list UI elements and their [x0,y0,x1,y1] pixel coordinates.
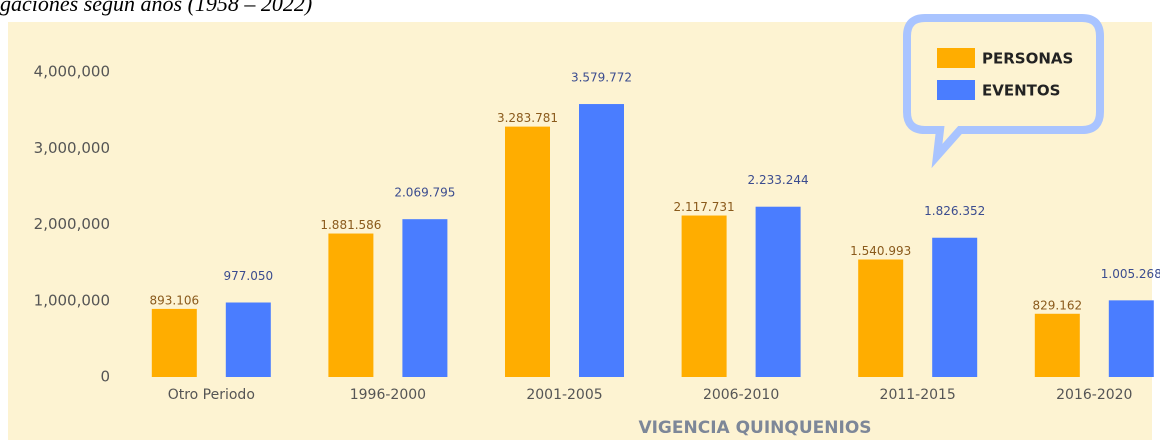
y-tick-label: 2,000,000 [34,215,110,233]
value-label: 2.117.731 [674,200,735,214]
bar [505,126,550,378]
bar [858,259,904,377]
legend-swatch [937,48,975,68]
bar [755,206,801,377]
value-label: 1.881.586 [320,218,381,232]
bar [225,302,271,377]
value-label: 2.233.244 [748,173,809,187]
y-tick-label: 1,000,000 [34,291,110,309]
value-label: 3.579.772 [571,71,632,85]
value-label: 893.106 [149,293,199,307]
legend-label: PERSONAS [982,50,1073,68]
chart-title: gaciones según años (1958 – 2022) [0,0,312,16]
bar [579,104,624,377]
y-tick-label: 0 [100,368,110,386]
value-label: 1.005.268 [1101,267,1160,281]
legend: PERSONAS EVENTOS [903,14,1104,169]
bar [402,219,448,377]
bar [1108,300,1154,377]
value-label: 3.283.781 [497,111,558,125]
x-tick-label: 2001-2005 [526,387,602,403]
y-tick-label: 3,000,000 [34,139,110,157]
bar [932,237,978,377]
value-label: 1.540.993 [850,244,911,258]
bar [681,215,727,377]
y-tick-label: 4,000,000 [34,63,110,81]
value-label: 2.069.795 [394,186,455,200]
legend-label: EVENTOS [982,82,1060,100]
x-tick-label: 2006-2010 [703,387,779,403]
x-tick-label: 2016-2020 [1056,387,1132,403]
value-label: 977.050 [223,269,273,283]
bar [1034,313,1080,377]
bar [328,233,374,377]
value-label: 829.162 [1032,298,1082,312]
value-label: 1.826.352 [924,204,985,218]
x-tick-label: 2011-2015 [880,387,956,403]
x-axis-title: VIGENCIA QUINQUENIOS [638,418,871,438]
x-tick-label: 1996-2000 [350,387,426,403]
legend-swatch [937,80,975,100]
bar [151,308,197,377]
x-tick-label: Otro Periodo [168,387,255,403]
